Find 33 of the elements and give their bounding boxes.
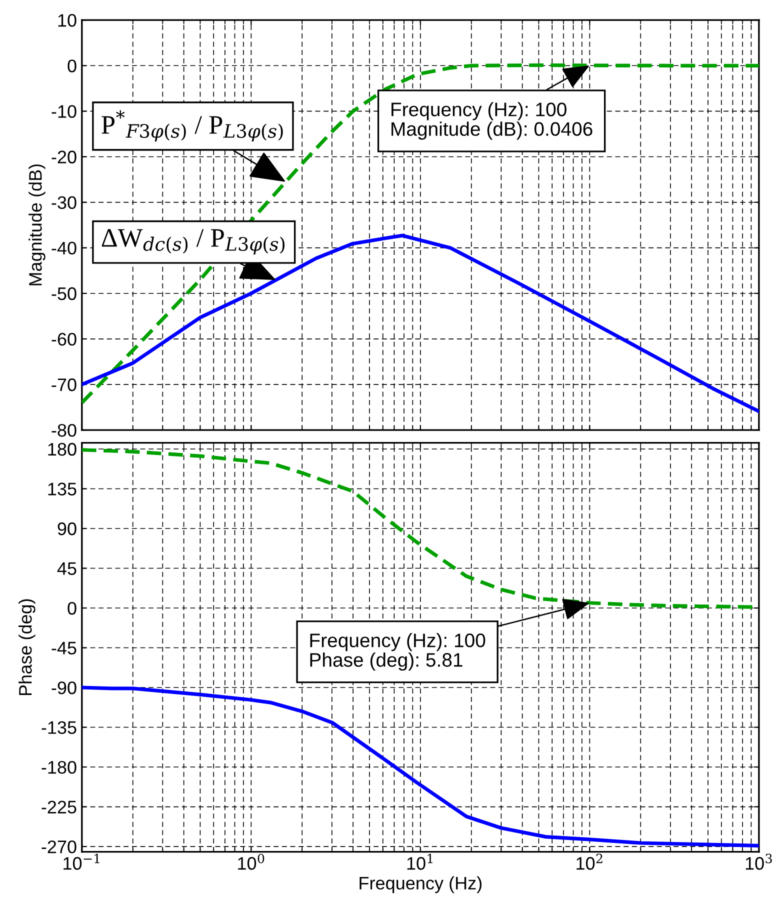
- series-label: ΔW$_{dc(s)}$ / P$_{L3φ(s)}$: [102, 229, 285, 255]
- y-tick-label: -10: [52, 105, 76, 118]
- x-tick-label: 10$^{1}$: [407, 854, 432, 870]
- y-tick-label: -60: [52, 332, 76, 346]
- x-tick-label: 10$^{−1}$: [64, 854, 100, 870]
- y-tick-label: -225: [42, 800, 76, 814]
- y-tick-label: 180: [48, 442, 76, 456]
- y-tick-label: 45: [57, 562, 76, 575]
- annotation: Frequency (Hz): 100 Magnitude (dB): 0.0406: [392, 102, 592, 140]
- y-tick-label: -50: [52, 287, 76, 300]
- x-tick-label: 10$^{0}$: [238, 854, 264, 870]
- y-tick-label: -40: [52, 242, 76, 255]
- y-tick-label: -70: [52, 378, 76, 392]
- x-axis-title: Frequency (Hz): [360, 876, 482, 894]
- y-tick-label: 135: [48, 482, 76, 496]
- y-tick-label: 90: [58, 522, 76, 536]
- x-tick-label: 10$^{2}$: [576, 854, 602, 870]
- y-tick-label: -80: [52, 424, 76, 437]
- y-tick-label: 0: [68, 60, 76, 72]
- y-tick-label: -135: [42, 721, 76, 734]
- series-label: P$^{*}$$_{F3φ(s)}$ / P$_{L3φ(s)}$: [102, 110, 283, 142]
- y-tick-label: -30: [52, 196, 76, 209]
- y-axis-title: Magnitude (dB): [28, 164, 46, 286]
- y-tick-label: -45: [52, 642, 76, 654]
- y-axis-title: Phase (deg): [18, 599, 36, 696]
- y-tick-label: -20: [52, 150, 76, 164]
- annotation: Frequency (Hz): 100 Phase (deg): 5.81: [310, 633, 486, 671]
- y-tick-label: -90: [52, 681, 76, 694]
- y-tick-label: -180: [42, 760, 76, 774]
- y-tick-label: 0: [68, 602, 76, 615]
- y-tick-label: 10: [58, 14, 76, 27]
- x-tick-label: 10$^{3}$: [746, 854, 772, 870]
- y-tick-label: -270: [42, 840, 76, 854]
